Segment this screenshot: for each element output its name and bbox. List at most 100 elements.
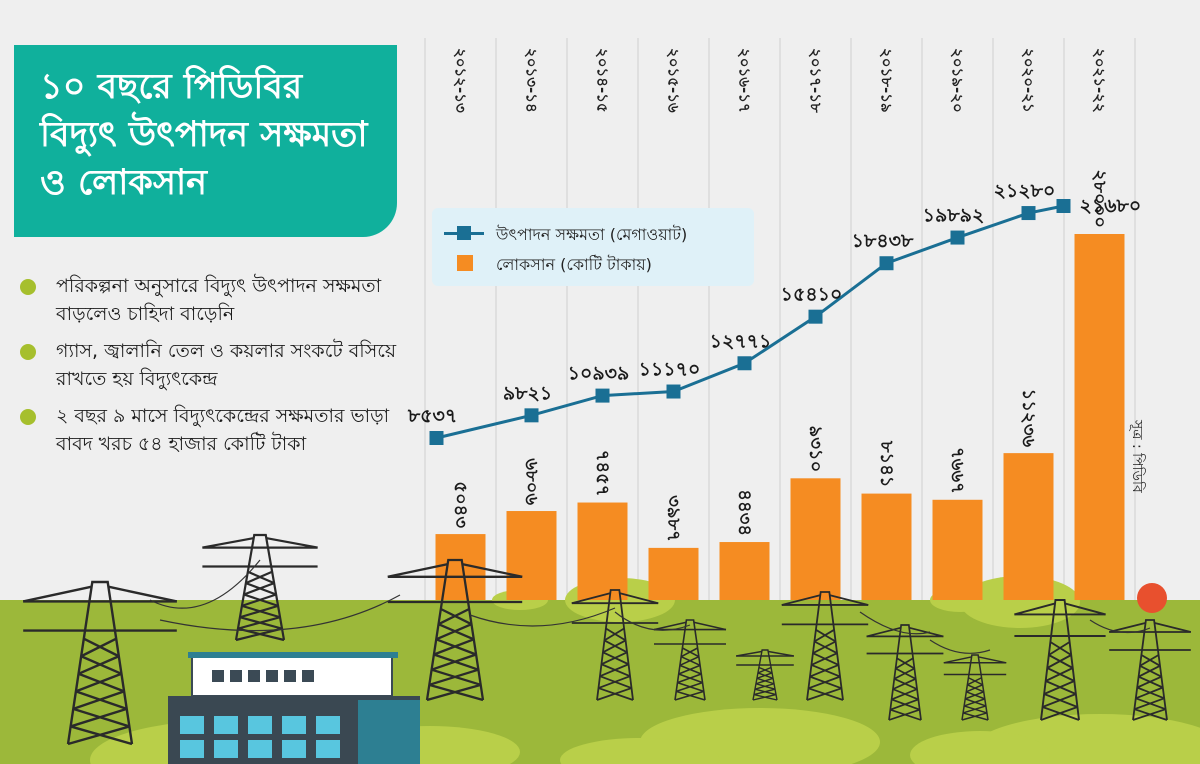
- window-icon: [212, 670, 224, 682]
- year-labels: ২০১২-১৩ ২০১৩-১৪ ২০১৪-১৫ ২০১৫-১৬ ২০১৬-১৭ ২০১৭-…: [452, 48, 1109, 113]
- capacity-line-path: [436, 204, 1064, 440]
- capacity-marker: [737, 356, 752, 371]
- pylons: [22, 533, 1192, 746]
- building-door: [358, 700, 420, 764]
- pylon-icon: [22, 580, 178, 746]
- window-icon: [180, 716, 204, 734]
- loss-value-label: ৬৮০৬: [521, 458, 542, 505]
- year-label: ২০১৯-২০: [949, 48, 967, 113]
- window-icon: [316, 716, 340, 734]
- loss-bar: [790, 478, 841, 600]
- pylon-icon: [943, 654, 1007, 721]
- bush: [910, 731, 1050, 764]
- bullet-item: পরিকল্পনা অনুসারে বিদ্যুৎ উৎপাদন সক্ষমতা…: [12, 272, 417, 328]
- capacity-marker: [524, 408, 539, 423]
- chart-legend: উৎপাদন সক্ষমতা (মেগাওয়াট) লোকসান (কোটি …: [432, 208, 754, 286]
- loss-value-label: ৩৯৮৭: [663, 495, 684, 542]
- year-label: ২০১৭-১৮: [807, 48, 825, 113]
- loss-bar: [1074, 234, 1125, 600]
- bullet-item: গ্যাস, জ্বালানি তেল ও কয়লার সংকটে বসিয়…: [12, 337, 417, 393]
- loss-value-label: ৫০৪৩: [450, 481, 471, 528]
- bullet-dot-icon: [20, 344, 36, 360]
- square-marker-icon: [457, 226, 471, 240]
- year-label: ২০১৮-১৯: [878, 48, 896, 113]
- legend-label: উৎপাদন সক্ষমতা (মেগাওয়াট): [496, 225, 688, 244]
- loss-value-label: ৮১৪১: [876, 440, 897, 488]
- power-lines: [149, 559, 1151, 654]
- pylon-icon: [1014, 599, 1106, 721]
- bullet-dot-icon: [20, 279, 36, 295]
- capacity-marker: [429, 431, 444, 445]
- window-icon: [230, 670, 242, 682]
- capacity-value-label: ২১৬৮০: [1080, 195, 1142, 217]
- window-icon: [266, 670, 278, 682]
- year-label: ২০১৬-১৭: [736, 48, 754, 113]
- loss-value-label: ৪৪৩৪: [734, 489, 755, 536]
- capacity-value-label: ৮৫৩৭: [407, 405, 457, 427]
- bullet-text: ২ বছর ৯ মাসে বিদ্যুৎকেন্দ্রের সক্ষমতার ভ…: [56, 405, 390, 455]
- window-icon: [248, 716, 272, 734]
- capacity-value-label: ১৯৮৯২: [923, 205, 985, 227]
- capacity-line: [429, 199, 1071, 445]
- window-icon: [248, 740, 272, 758]
- window-icon: [282, 716, 306, 734]
- loss-bar: [506, 511, 557, 600]
- capacity-value-label: ১০৯৩৯: [568, 363, 630, 385]
- bar-swatch-icon: [457, 255, 473, 271]
- capacity-value-label: ২১২৮০: [994, 180, 1056, 202]
- year-label: ২০২০-২১: [1020, 48, 1038, 113]
- capacity-value-label: ১২৭৭১: [710, 330, 772, 352]
- loss-value-label: ৭৬৬৭: [947, 447, 968, 494]
- capacity-marker: [808, 309, 823, 324]
- loss-bar: [1003, 453, 1054, 600]
- pylon-icon: [781, 591, 869, 701]
- pylon-icon: [1108, 619, 1192, 721]
- window-icon: [214, 716, 238, 734]
- window-icon: [282, 740, 306, 758]
- page-title: ১০ বছরে পিডিবির বিদ্যুৎ উৎপাদন সক্ষমতা ও…: [40, 67, 368, 203]
- window-icon: [214, 740, 238, 758]
- bullet-text: পরিকল্পনা অনুসারে বিদ্যুৎ উৎপাদন সক্ষমতা…: [56, 275, 382, 325]
- window-icon: [284, 670, 296, 682]
- bush: [560, 738, 720, 764]
- capacity-marker: [1021, 206, 1036, 221]
- capacity-marker: [666, 384, 681, 399]
- window-icon: [248, 670, 260, 682]
- window-icon: [302, 670, 314, 682]
- bullet-dot-icon: [20, 409, 36, 425]
- capacity-marker: [1056, 199, 1071, 213]
- year-label: ২০১৫-১৬: [665, 48, 683, 113]
- pylon-icon: [571, 589, 659, 701]
- year-label: ২০২১-২২: [1091, 48, 1109, 113]
- loss-bar: [648, 547, 699, 600]
- window-icon: [316, 740, 340, 758]
- capacity-marker: [879, 256, 894, 271]
- capacity-marker: [595, 388, 610, 403]
- pylon-icon: [387, 558, 523, 702]
- power-station: [168, 652, 420, 764]
- loss-value-label: ৯৩১০: [805, 426, 826, 473]
- source-note: সূত্র : পিডিবি: [1129, 420, 1145, 493]
- capacity-labels: ৮৫৩৭ ৯৮২১ ১০৯৩৯ ১১১৭০ ১২৭৭১ ১৫৪১০ ১৮৪৩৮ ১৯৮৯২ ২১…: [407, 180, 1141, 427]
- year-columns: [424, 38, 1136, 600]
- year-label: ২০১২-১৩: [452, 48, 470, 113]
- loss-value-label: ৭৪৫৭: [592, 450, 613, 497]
- window-icon: [180, 740, 204, 758]
- pylon-icon: [736, 649, 794, 701]
- roof-strip: [188, 652, 398, 658]
- year-label: ২০১৪-১৫: [594, 48, 612, 113]
- capacity-value-label: ৯৮২১: [503, 382, 552, 404]
- bullet-item: ২ বছর ৯ মাসে বিদ্যুৎকেন্দ্রের সক্ষমতার ভ…: [12, 402, 417, 458]
- loss-bar: [577, 502, 628, 600]
- loss-bar: [932, 499, 983, 600]
- loss-bar-labels: ৫০৪৩ ৬৮০৬ ৭৪৫৭ ৩৯৮৭ ৪৪৩৪ ৯৩১০ ৮১৪১ ৭৬৬৭ ১১২৩৬ ২৮০…: [450, 170, 1110, 542]
- pylon-icon: [866, 624, 944, 721]
- capacity-value-label: ১৫৪১০: [781, 284, 843, 306]
- loss-bars: [435, 234, 1125, 600]
- bullet-list: পরিকল্পনা অনুসারে বিদ্যুৎ উৎপাদন সক্ষমতা…: [12, 272, 417, 467]
- loss-value-label: ২৮০০০: [1089, 170, 1110, 229]
- title-panel: ১০ বছরে পিডিবির বিদ্যুৎ উৎপাদন সক্ষমতা ও…: [14, 45, 397, 237]
- pylon-icon: [653, 619, 727, 701]
